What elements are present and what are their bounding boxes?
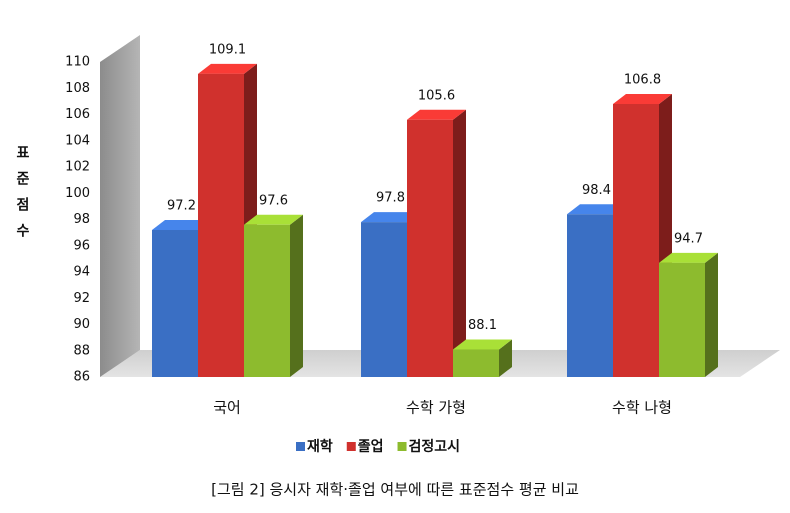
- y-tick-label: 92: [73, 291, 90, 306]
- bar-top: [613, 94, 672, 104]
- y-tick-label: 110: [65, 55, 90, 70]
- x-tick-label: 수학 가형: [406, 399, 466, 417]
- bar-top: [659, 252, 718, 263]
- legend-label: 졸업: [358, 439, 384, 455]
- bar-top: [453, 339, 512, 350]
- bar-side: [453, 109, 466, 377]
- bar-side: [705, 252, 718, 377]
- bar-top: [244, 214, 303, 225]
- y-tick-label: 88: [73, 343, 90, 358]
- legend-label: 검정고시: [409, 438, 461, 455]
- y-tick-label: 98: [73, 212, 90, 227]
- y-tick-label: 104: [65, 133, 90, 148]
- bar-top: [361, 212, 420, 223]
- value-label: 106.8: [624, 73, 661, 88]
- y-axis-label: 표준점수: [14, 145, 30, 249]
- value-label: 94.7: [674, 231, 703, 246]
- bar-top: [198, 63, 257, 74]
- bar: [567, 214, 613, 377]
- bar: [244, 224, 290, 377]
- legend-swatch: [397, 442, 407, 451]
- value-label: 105.6: [418, 88, 455, 103]
- y-tick-label: 108: [65, 81, 90, 96]
- bar: [613, 104, 659, 377]
- y-tick-label: 102: [65, 160, 90, 175]
- bar: [361, 222, 407, 377]
- bar: [407, 119, 453, 377]
- bar-top: [152, 220, 211, 230]
- y-tick-label: 96: [73, 238, 90, 253]
- bar: [198, 73, 244, 377]
- value-label: 98.4: [582, 183, 611, 198]
- caption: [그림 2] 응시자 재학·졸업 여부에 따른 표준점수 평균 비교: [211, 481, 579, 499]
- value-label: 88.1: [468, 318, 497, 333]
- bar: [152, 230, 198, 377]
- legend-swatch: [346, 442, 356, 451]
- bar-top: [567, 204, 626, 215]
- bar-top: [407, 109, 466, 120]
- bar: [453, 349, 499, 377]
- value-label: 109.1: [209, 42, 246, 57]
- x-tick-label: 국어: [213, 399, 241, 417]
- y-tick-label: 106: [65, 107, 90, 122]
- value-label: 97.6: [259, 193, 288, 208]
- bar: [659, 262, 705, 377]
- y-tick-label: 86: [73, 370, 90, 385]
- x-tick-label: 수학 나형: [612, 399, 672, 417]
- y-tick-label: 94: [73, 265, 90, 280]
- y-tick-label: 90: [73, 317, 90, 332]
- y-tick-label: 100: [65, 186, 90, 201]
- bar-side: [499, 339, 512, 377]
- legend-label: 재학: [307, 439, 333, 455]
- bar-side: [290, 214, 303, 377]
- back-wall: [100, 35, 140, 377]
- value-label: 97.2: [167, 199, 196, 214]
- value-label: 97.8: [376, 191, 405, 206]
- legend-swatch: [296, 442, 305, 451]
